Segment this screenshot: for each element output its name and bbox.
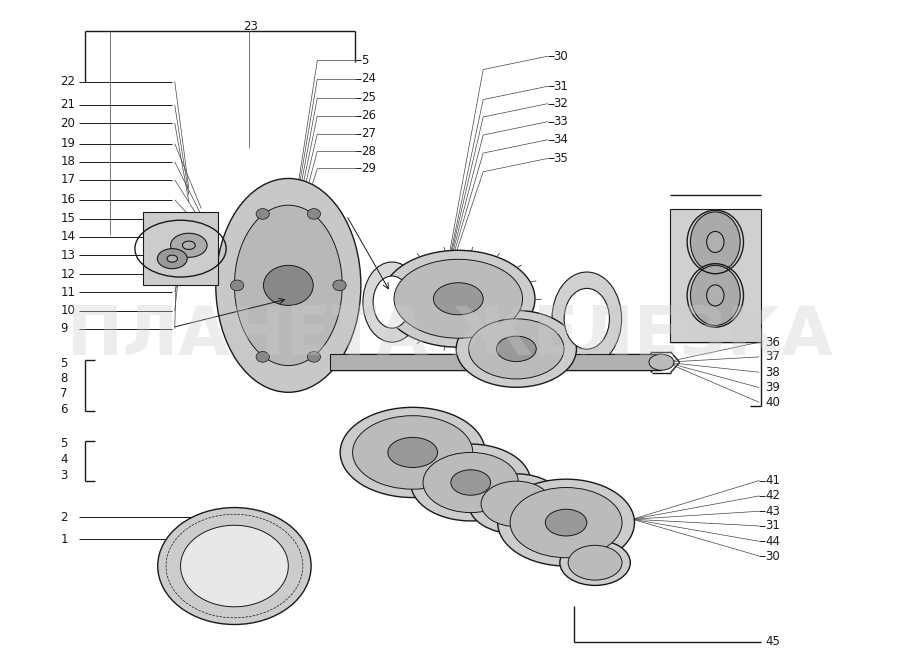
Text: 19: 19 [60,138,76,150]
Text: 12: 12 [60,268,76,280]
Text: 20: 20 [60,117,76,130]
Text: 28: 28 [361,144,376,158]
Circle shape [264,265,313,305]
Ellipse shape [552,272,622,366]
Text: 14: 14 [60,230,76,243]
Text: 40: 40 [765,396,780,409]
Circle shape [333,280,346,291]
Ellipse shape [388,437,437,468]
Ellipse shape [451,470,490,495]
Text: 29: 29 [361,162,376,175]
Text: 17: 17 [60,173,76,187]
Ellipse shape [545,509,587,536]
Ellipse shape [469,474,564,534]
Ellipse shape [706,285,724,306]
Text: ПЛАНЕТА ЖЕЛЕЗКА: ПЛАНЕТА ЖЕЛЕЗКА [68,303,833,368]
Ellipse shape [568,546,622,580]
Ellipse shape [382,250,535,347]
Ellipse shape [410,444,531,521]
Circle shape [307,352,320,362]
Text: 5: 5 [60,437,68,450]
Text: 44: 44 [765,535,780,548]
Ellipse shape [363,262,421,342]
Ellipse shape [374,276,410,328]
Text: 4: 4 [60,453,68,466]
Text: 39: 39 [765,381,780,394]
Ellipse shape [560,540,630,585]
Ellipse shape [469,319,564,379]
Text: 18: 18 [60,155,76,168]
Ellipse shape [564,289,609,349]
Ellipse shape [649,354,674,370]
Text: 13: 13 [60,249,76,262]
Ellipse shape [171,234,207,257]
Text: 2: 2 [60,511,68,524]
Text: 41: 41 [765,474,780,487]
Text: 38: 38 [765,366,779,378]
Text: 30: 30 [765,550,779,562]
Ellipse shape [434,282,483,315]
FancyBboxPatch shape [329,354,662,370]
Text: 25: 25 [361,91,376,104]
Text: 32: 32 [554,97,569,110]
Text: 36: 36 [765,336,780,349]
Text: 35: 35 [554,152,569,165]
Text: 43: 43 [765,505,780,518]
Ellipse shape [183,241,195,250]
Text: 33: 33 [554,115,569,128]
Text: 31: 31 [554,80,569,93]
Text: 10: 10 [60,304,76,317]
Text: 34: 34 [554,134,569,146]
Text: 15: 15 [60,212,76,225]
Ellipse shape [423,452,518,513]
Text: 23: 23 [243,19,257,33]
Text: 5: 5 [60,357,68,370]
Text: 24: 24 [361,72,376,85]
Text: 8: 8 [60,372,68,384]
Ellipse shape [482,481,552,527]
Text: 6: 6 [60,403,68,415]
Ellipse shape [510,488,622,558]
FancyBboxPatch shape [670,209,760,342]
Ellipse shape [394,259,523,338]
Circle shape [230,280,244,291]
Ellipse shape [181,525,288,607]
Ellipse shape [340,407,485,497]
Circle shape [307,209,320,219]
Ellipse shape [456,311,576,387]
Ellipse shape [158,249,187,268]
Text: 16: 16 [60,193,76,207]
Text: 30: 30 [554,50,569,62]
FancyBboxPatch shape [143,212,218,285]
Circle shape [256,352,269,362]
Ellipse shape [216,178,361,393]
Ellipse shape [690,265,740,325]
Ellipse shape [167,255,177,262]
Text: 37: 37 [765,350,780,364]
Circle shape [256,209,269,219]
Ellipse shape [234,205,342,366]
Text: 42: 42 [765,489,780,503]
Text: 11: 11 [60,286,76,299]
Text: 3: 3 [60,469,68,482]
Text: 26: 26 [361,109,376,122]
Ellipse shape [497,336,536,362]
Text: 7: 7 [60,387,68,400]
Ellipse shape [690,212,740,272]
Ellipse shape [158,507,311,625]
Text: 9: 9 [60,322,68,336]
Text: 1: 1 [60,533,68,546]
Text: 22: 22 [60,75,76,88]
Text: 21: 21 [60,99,76,111]
Text: 45: 45 [765,635,780,648]
Text: 5: 5 [361,54,369,66]
Text: 27: 27 [361,127,376,140]
Ellipse shape [706,231,724,252]
Text: 31: 31 [765,519,780,533]
Ellipse shape [498,479,634,566]
Ellipse shape [353,416,472,489]
